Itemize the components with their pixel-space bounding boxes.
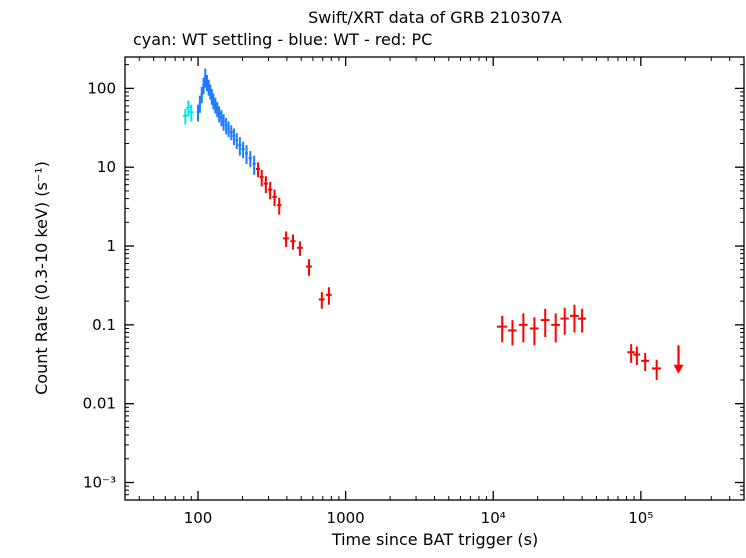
svg-text:100: 100 bbox=[87, 79, 116, 97]
plot-area: 100 1000 10⁴ 10⁵ 10⁻³ 0.01 0.1 1 10 100 bbox=[83, 56, 745, 527]
y-axis-label: Count Rate (0.3-10 keV) (s⁻¹) bbox=[32, 161, 51, 395]
svg-text:10⁴: 10⁴ bbox=[481, 509, 506, 527]
svg-text:100: 100 bbox=[184, 509, 213, 527]
svg-text:10⁵: 10⁵ bbox=[628, 509, 653, 527]
svg-text:10⁻³: 10⁻³ bbox=[83, 474, 116, 492]
chart-title: Swift/XRT data of GRB 210307A bbox=[308, 8, 562, 27]
svg-text:1000: 1000 bbox=[327, 509, 365, 527]
svg-text:0.1: 0.1 bbox=[92, 316, 116, 334]
svg-text:1: 1 bbox=[106, 237, 116, 255]
svg-text:0.01: 0.01 bbox=[83, 395, 116, 413]
chart-legend: cyan: WT settling - blue: WT - red: PC bbox=[133, 30, 432, 49]
svg-text:10: 10 bbox=[97, 158, 116, 176]
x-axis-label: Time since BAT trigger (s) bbox=[331, 530, 538, 549]
